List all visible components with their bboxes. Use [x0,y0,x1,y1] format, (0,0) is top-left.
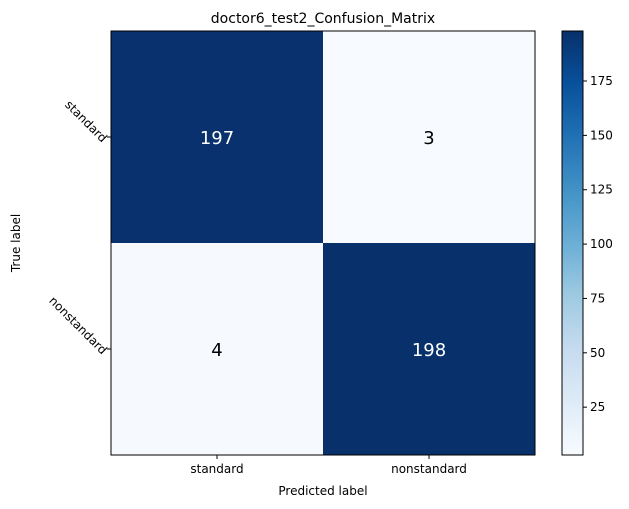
matrix-cell [111,243,323,455]
colorbar-ticks: 25 50 75 100 125 150 175 [583,74,613,414]
y-tick-label: nonstandard [46,294,109,357]
colorbar-tick-label: 100 [590,237,613,251]
matrix-cell [111,31,323,243]
colorbar-tick-label: 50 [590,346,605,360]
x-tick-label: standard [190,462,243,476]
y-tick-label: standard [62,98,110,146]
y-axis: standard nonstandard [46,98,111,357]
x-axis-label: Predicted label [278,484,367,498]
y-axis-label: True label [9,214,23,273]
plot-frame [110,30,536,456]
chart-title: doctor6_test2_Confusion_Matrix [211,11,435,27]
colorbar-tick-label: 25 [590,400,605,414]
matrix-cell [323,31,535,243]
cell-value-label: 197 [200,128,234,149]
colorbar-tick-label: 125 [590,183,613,197]
cell-value-label: 3 [423,128,434,149]
x-axis: standard nonstandard [190,455,467,476]
matrix-cells: 197 3 4 198 [111,31,535,455]
colorbar-tick-label: 150 [590,128,613,142]
colorbar-tick-label: 175 [590,74,613,88]
x-tick-label: nonstandard [391,462,467,476]
cell-value-label: 198 [412,340,446,361]
colorbar-tick-label: 75 [590,291,605,305]
colorbar [561,30,584,456]
matrix-cell [323,243,535,455]
cell-value-label: 4 [211,340,222,361]
